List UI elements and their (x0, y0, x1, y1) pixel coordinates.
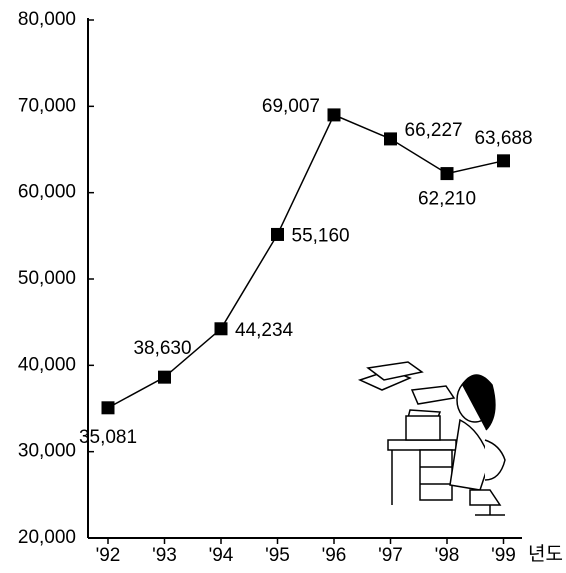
x-tick-label: '94 (209, 545, 234, 566)
marker (497, 154, 510, 168)
x-tick-label: '99 (491, 545, 516, 566)
marker (440, 167, 454, 181)
y-tick-label: 70,000 (18, 95, 76, 116)
y-tick-label: 40,000 (18, 354, 76, 375)
data-label: 35,081 (79, 427, 137, 448)
x-tick-label: '96 (322, 545, 347, 566)
data-label: 69,007 (262, 96, 320, 117)
x-tick-label: '92 (96, 545, 121, 566)
data-label: 62,210 (418, 189, 476, 210)
x-tick-label: '97 (378, 545, 403, 566)
marker (101, 401, 115, 415)
data-label: 55,160 (292, 225, 350, 246)
marker (384, 132, 397, 146)
marker (158, 370, 171, 384)
y-tick-label: 80,000 (18, 9, 76, 30)
data-label: 66,227 (405, 120, 463, 141)
marker (214, 322, 228, 336)
y-tick-label: 20,000 (18, 527, 76, 548)
data-label: 38,630 (133, 338, 191, 359)
y-tick-label: 50,000 (18, 268, 76, 289)
y-tick-label: 30,000 (18, 441, 76, 462)
y-tick-label: 60,000 (18, 182, 76, 203)
series-line (107, 113, 504, 409)
x-tick-label: '98 (435, 545, 460, 566)
marker (327, 108, 341, 122)
marker (271, 227, 284, 241)
x-tick-label: '95 (265, 545, 290, 566)
x-tick-label: '93 (152, 545, 177, 566)
illustration (357, 361, 506, 516)
data-label: 63,688 (474, 128, 532, 149)
data-label: 44,234 (235, 320, 294, 341)
x-axis-label: 년도 (528, 543, 563, 565)
